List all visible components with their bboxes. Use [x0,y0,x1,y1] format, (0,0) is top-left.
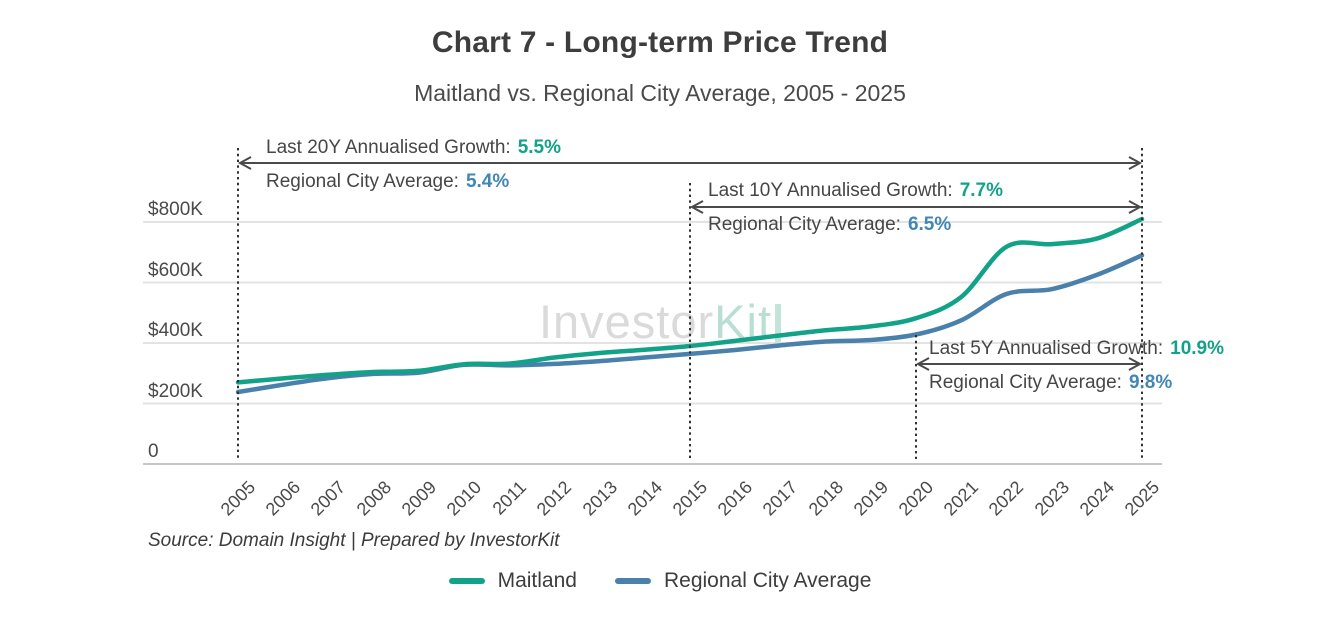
annotation-20y-maitland-line: Last 20Y Annualised Growth: 5.5% [266,136,561,160]
chart-title: Chart 7 - Long-term Price Trend [431,26,889,59]
y-tick-label: 0 [148,441,159,462]
x-tick-label: 2025 [1120,477,1164,520]
y-tick-label: $600K [148,259,203,281]
y-tick-label: $200K [148,380,203,402]
watermark-kit-text: Kit [714,295,773,348]
maitland-line-swatch-icon [448,578,485,584]
x-tick-label: 2011 [488,477,531,519]
legend-label-regional: Regional City Average [663,569,872,592]
regional-line-swatch-icon [614,578,651,584]
annotation-5y-label: Last 5Y Annualised Growth: [929,338,1164,359]
x-tick-label: 2013 [578,477,621,520]
legend-item-regional: Regional City Average [614,569,872,593]
annotation-5y-regional-line: Regional City Average: 9.8% [929,371,1224,395]
y-tick-label: $400K [148,320,203,341]
annotation-5y-sub-value: 9.8% [1128,372,1173,393]
x-tick-label: 2010 [442,477,486,520]
x-tick-label: 2016 [713,477,757,520]
annotation-20y-regional-line: Regional City Average: 5.4% [266,170,561,194]
annotation-10y-growth: Last 10Y Annualised Growth: 7.7% Regional… [708,179,1003,237]
annotation-20y-growth: Last 20Y Annualised Growth: 5.5% Regional… [266,136,561,194]
source-note: Source: Domain Insight | Prepared by Inv… [148,530,560,551]
annotation-10y-maitland-line: Last 10Y Annualised Growth: 7.7% [708,179,1003,203]
annotation-10y-label: Last 10Y Annualised Growth: [708,180,953,201]
watermark-cursor-icon [775,304,782,342]
x-tick-label: 2018 [804,477,847,520]
legend-item-maitland: Maitland [448,569,577,593]
chart-subtitle: Maitland vs. Regional City Average, 2005… [414,80,906,106]
x-tick-label: 2015 [668,477,712,520]
x-tick-label: 2019 [849,477,892,520]
x-tick-label: 2021 [939,477,983,520]
x-tick-label: 2006 [261,477,305,520]
annotation-20y-sub-label: Regional City Average: [266,171,459,192]
annotation-5y-maitland-line: Last 5Y Annualised Growth: 10.9% [929,337,1224,361]
x-tick-label: 2014 [623,477,666,520]
x-tick-label: 2017 [759,477,802,520]
annotation-20y-label: Last 20Y Annualised Growth: [266,137,511,158]
x-tick-label: 2024 [1075,477,1118,520]
x-tick-label: 2023 [1030,477,1073,520]
x-tick-label: 2022 [985,477,1028,520]
y-tick-label: $800K [148,199,203,220]
legend-label-maitland: Maitland [497,569,577,592]
annotation-20y-value: 5.5% [517,137,562,158]
annotation-5y-value: 10.9% [1170,338,1225,359]
x-tick-label: 2008 [352,477,395,520]
legend: Maitland Regional City Average [0,569,1320,593]
x-tick-label: 2007 [307,477,350,520]
annotation-5y-growth: Last 5Y Annualised Growth: 10.9% Regional… [929,337,1224,395]
annotation-10y-sub-value: 6.5% [907,214,952,235]
annotation-10y-regional-line: Regional City Average: 6.5% [708,213,1003,237]
x-tick-label: 2005 [216,477,260,520]
x-tick-label: 2020 [894,477,938,520]
annotation-5y-sub-label: Regional City Average: [929,372,1122,393]
annotation-10y-sub-label: Regional City Average: [708,214,901,235]
annotation-10y-value: 7.7% [959,180,1004,201]
annotation-20y-sub-value: 5.4% [465,171,510,192]
x-tick-label: 2009 [397,477,440,520]
watermark-investor-text: Investor [538,295,715,348]
x-tick-label: 2012 [533,477,576,520]
